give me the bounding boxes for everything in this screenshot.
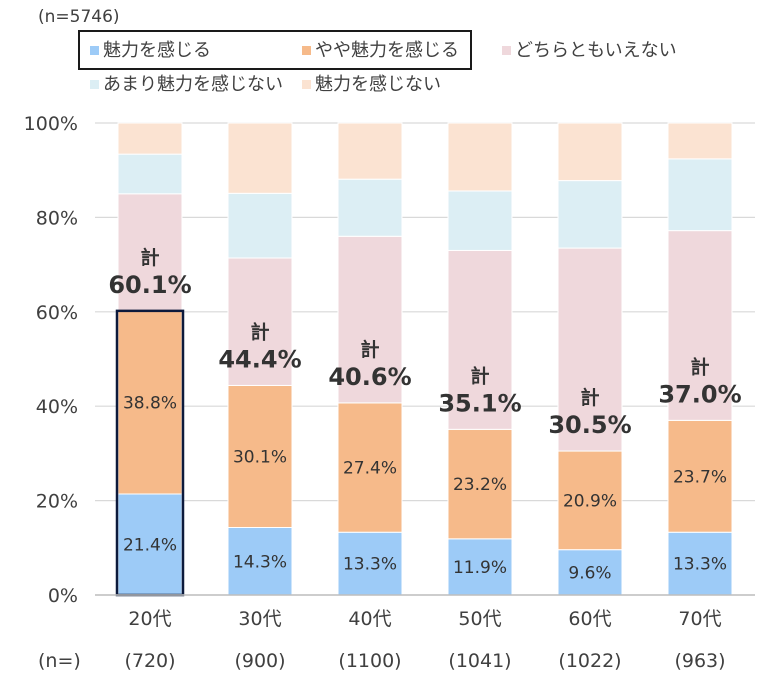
data-label: 13.3% (673, 555, 727, 575)
legend-label: やや魅力を感じる (315, 40, 459, 61)
bar-segment (337, 235, 403, 404)
data-label: 13.3% (343, 555, 397, 575)
legend-label: どちらともいえない (515, 40, 677, 61)
x-tick-label: 50代 (458, 608, 501, 630)
gridlines (95, 122, 755, 596)
legend-swatch (90, 46, 99, 55)
legend-label: あまり魅力を感じない (103, 74, 283, 95)
data-label: 9.6% (568, 563, 611, 583)
y-axis: 0% 20% 40% 60% 80% 100% (24, 113, 78, 607)
sample-size-label: (900) (234, 650, 285, 672)
bar-segment (227, 257, 293, 386)
bar-segment (667, 419, 733, 533)
legend-swatch (302, 46, 311, 55)
total-prefix-label: 計 (140, 246, 159, 269)
bar-segment (227, 192, 293, 259)
total-value-label: 37.0% (658, 380, 741, 408)
bar-segment (447, 190, 513, 251)
data-label: 30.1% (233, 447, 287, 467)
total-value-label: 40.6% (328, 363, 411, 391)
legend-highlight-box (78, 30, 472, 70)
bar-segment (667, 122, 733, 160)
bar-segment (557, 247, 623, 452)
data-label: 20.9% (563, 491, 617, 511)
legend-swatch (90, 80, 99, 89)
bar-segment (227, 384, 293, 529)
x-tick-label: 30代 (238, 608, 281, 630)
y-tick-label: 60% (36, 302, 78, 324)
data-label: 21.4% (123, 535, 177, 555)
bar-segment (557, 450, 623, 551)
total-prefix-label: 計 (690, 355, 709, 378)
data-label: 23.2% (453, 475, 507, 495)
data-label: 27.4% (343, 459, 397, 479)
bar-segment (337, 402, 403, 533)
x-tick-label: 40代 (348, 608, 391, 630)
bars: 21.4%38.8%計60.1%14.3%30.1%計44.4%13.3%27.… (108, 122, 742, 597)
bar-segment (337, 122, 403, 180)
total-prefix-label: 計 (470, 364, 489, 387)
bar-segment (117, 122, 183, 155)
sample-size-label: (1100) (338, 650, 401, 672)
x-tick-label: 20代 (128, 608, 171, 630)
x-tick-label: 70代 (678, 608, 721, 630)
total-prefix-label: 計 (250, 320, 269, 343)
y-tick-label: 100% (24, 113, 78, 135)
bar-segment (447, 428, 513, 540)
legend-label: 魅力を感じる (103, 40, 211, 61)
bar-segment (557, 122, 623, 182)
sample-note: (n=5746) (38, 7, 120, 27)
bar-segment (337, 178, 403, 237)
n-label: (n=) (38, 650, 81, 672)
bar-segment (667, 230, 733, 421)
data-label: 11.9% (453, 558, 507, 578)
legend-label: 魅力を感じない (315, 74, 441, 95)
data-label: 38.8% (123, 393, 177, 413)
bar-segment (117, 153, 183, 195)
y-tick-label: 20% (36, 491, 78, 513)
total-prefix-label: 計 (580, 386, 599, 409)
sample-size-label: (1022) (558, 650, 621, 672)
legend-swatch (502, 46, 511, 55)
x-tick-label: 60代 (568, 608, 611, 630)
legend-swatch (302, 80, 311, 89)
bar-segment (557, 180, 623, 249)
x-axis: 20代 (720) 30代 (900) 40代 (1100) 50代 (1041) 60代 (10… (95, 594, 755, 672)
sample-size-label: (1041) (448, 650, 511, 672)
sample-size-label: (963) (674, 650, 725, 672)
sample-size-label: (720) (124, 650, 175, 672)
bar-segment (227, 527, 293, 596)
y-tick-label: 80% (36, 207, 78, 229)
bar-segment (117, 310, 183, 495)
bar-segment (667, 158, 733, 232)
total-value-label: 60.1% (108, 271, 191, 299)
bar-segment (447, 538, 513, 596)
y-tick-label: 0% (48, 585, 78, 607)
data-label: 14.3% (233, 552, 287, 572)
bar-segment (667, 531, 733, 596)
total-value-label: 35.1% (438, 389, 521, 417)
total-value-label: 30.5% (548, 411, 631, 439)
total-prefix-label: 計 (360, 338, 379, 361)
data-label: 23.7% (673, 467, 727, 487)
y-tick-label: 40% (36, 396, 78, 418)
bar-segment (447, 122, 513, 192)
bar-segment (227, 122, 293, 194)
total-value-label: 44.4% (218, 345, 301, 373)
